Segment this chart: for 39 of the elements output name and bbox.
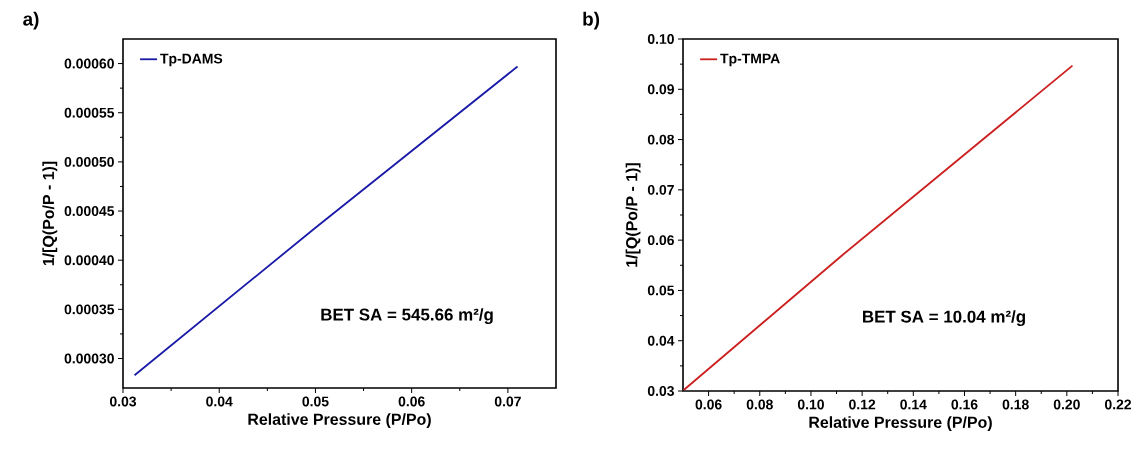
x-tick-label: 0.20	[1053, 399, 1080, 410]
chart-title: b)	[583, 11, 600, 30]
x-tick-label: 0.04	[206, 396, 233, 407]
x-tick-label: 0.07	[494, 396, 521, 407]
x-tick-label: 0.22	[1104, 399, 1132, 410]
y-tick-label: 0.00050	[64, 156, 114, 167]
y-tick-label: 0.07	[647, 184, 674, 195]
y-tick-label: 0.04	[647, 335, 675, 346]
y-axis-title: 1/[Q(Po/P - 1)]	[625, 163, 641, 267]
x-tick-label: 0.10	[797, 399, 824, 410]
y-tick-label: 0.08	[647, 134, 675, 145]
y-tick-label: 0.10	[647, 34, 674, 44]
x-tick-label: 0.14	[900, 399, 927, 410]
y-tick-label: 0.00055	[64, 107, 115, 118]
x-tick-label: 0.08	[746, 399, 773, 410]
legend-label: Tp-TMPA	[720, 53, 780, 67]
y-tick-label: 0.00045	[64, 206, 115, 216]
annotation: BET SA = 10.04 m²/g	[863, 310, 1025, 327]
x-tick-label: 0.12	[849, 399, 876, 410]
y-tick-label: 0.09	[647, 84, 674, 95]
annotation: BET SA = 545.66 m²/g	[321, 308, 493, 325]
x-axis-title: Relative Pressure (P/Po)	[809, 416, 992, 432]
y-tick-label: 0.00060	[64, 58, 114, 69]
y-tick-label: 0.06	[647, 235, 674, 246]
y-tick-label: 0.03	[647, 386, 674, 396]
x-tick-label: 0.03	[109, 396, 137, 407]
x-tick-label: 0.06	[398, 396, 425, 407]
y-tick-label: 0.00035	[64, 304, 115, 315]
x-tick-label: 0.06	[695, 399, 722, 410]
x-tick-label: 0.18	[1002, 399, 1029, 410]
y-axis-title: 1/[Q(Po/P - 1)]	[42, 161, 58, 266]
chart-title: a)	[23, 11, 39, 30]
y-tick-label: 0.00030	[64, 353, 114, 364]
x-tick-label: 0.16	[951, 399, 978, 410]
x-axis-title: Relative Pressure (P/Po)	[248, 413, 431, 429]
y-tick-label: 0.05	[647, 285, 675, 296]
legend-label: Tp-DAMS	[160, 53, 223, 67]
x-tick-label: 0.05	[302, 396, 329, 407]
y-tick-label: 0.00040	[64, 255, 114, 266]
